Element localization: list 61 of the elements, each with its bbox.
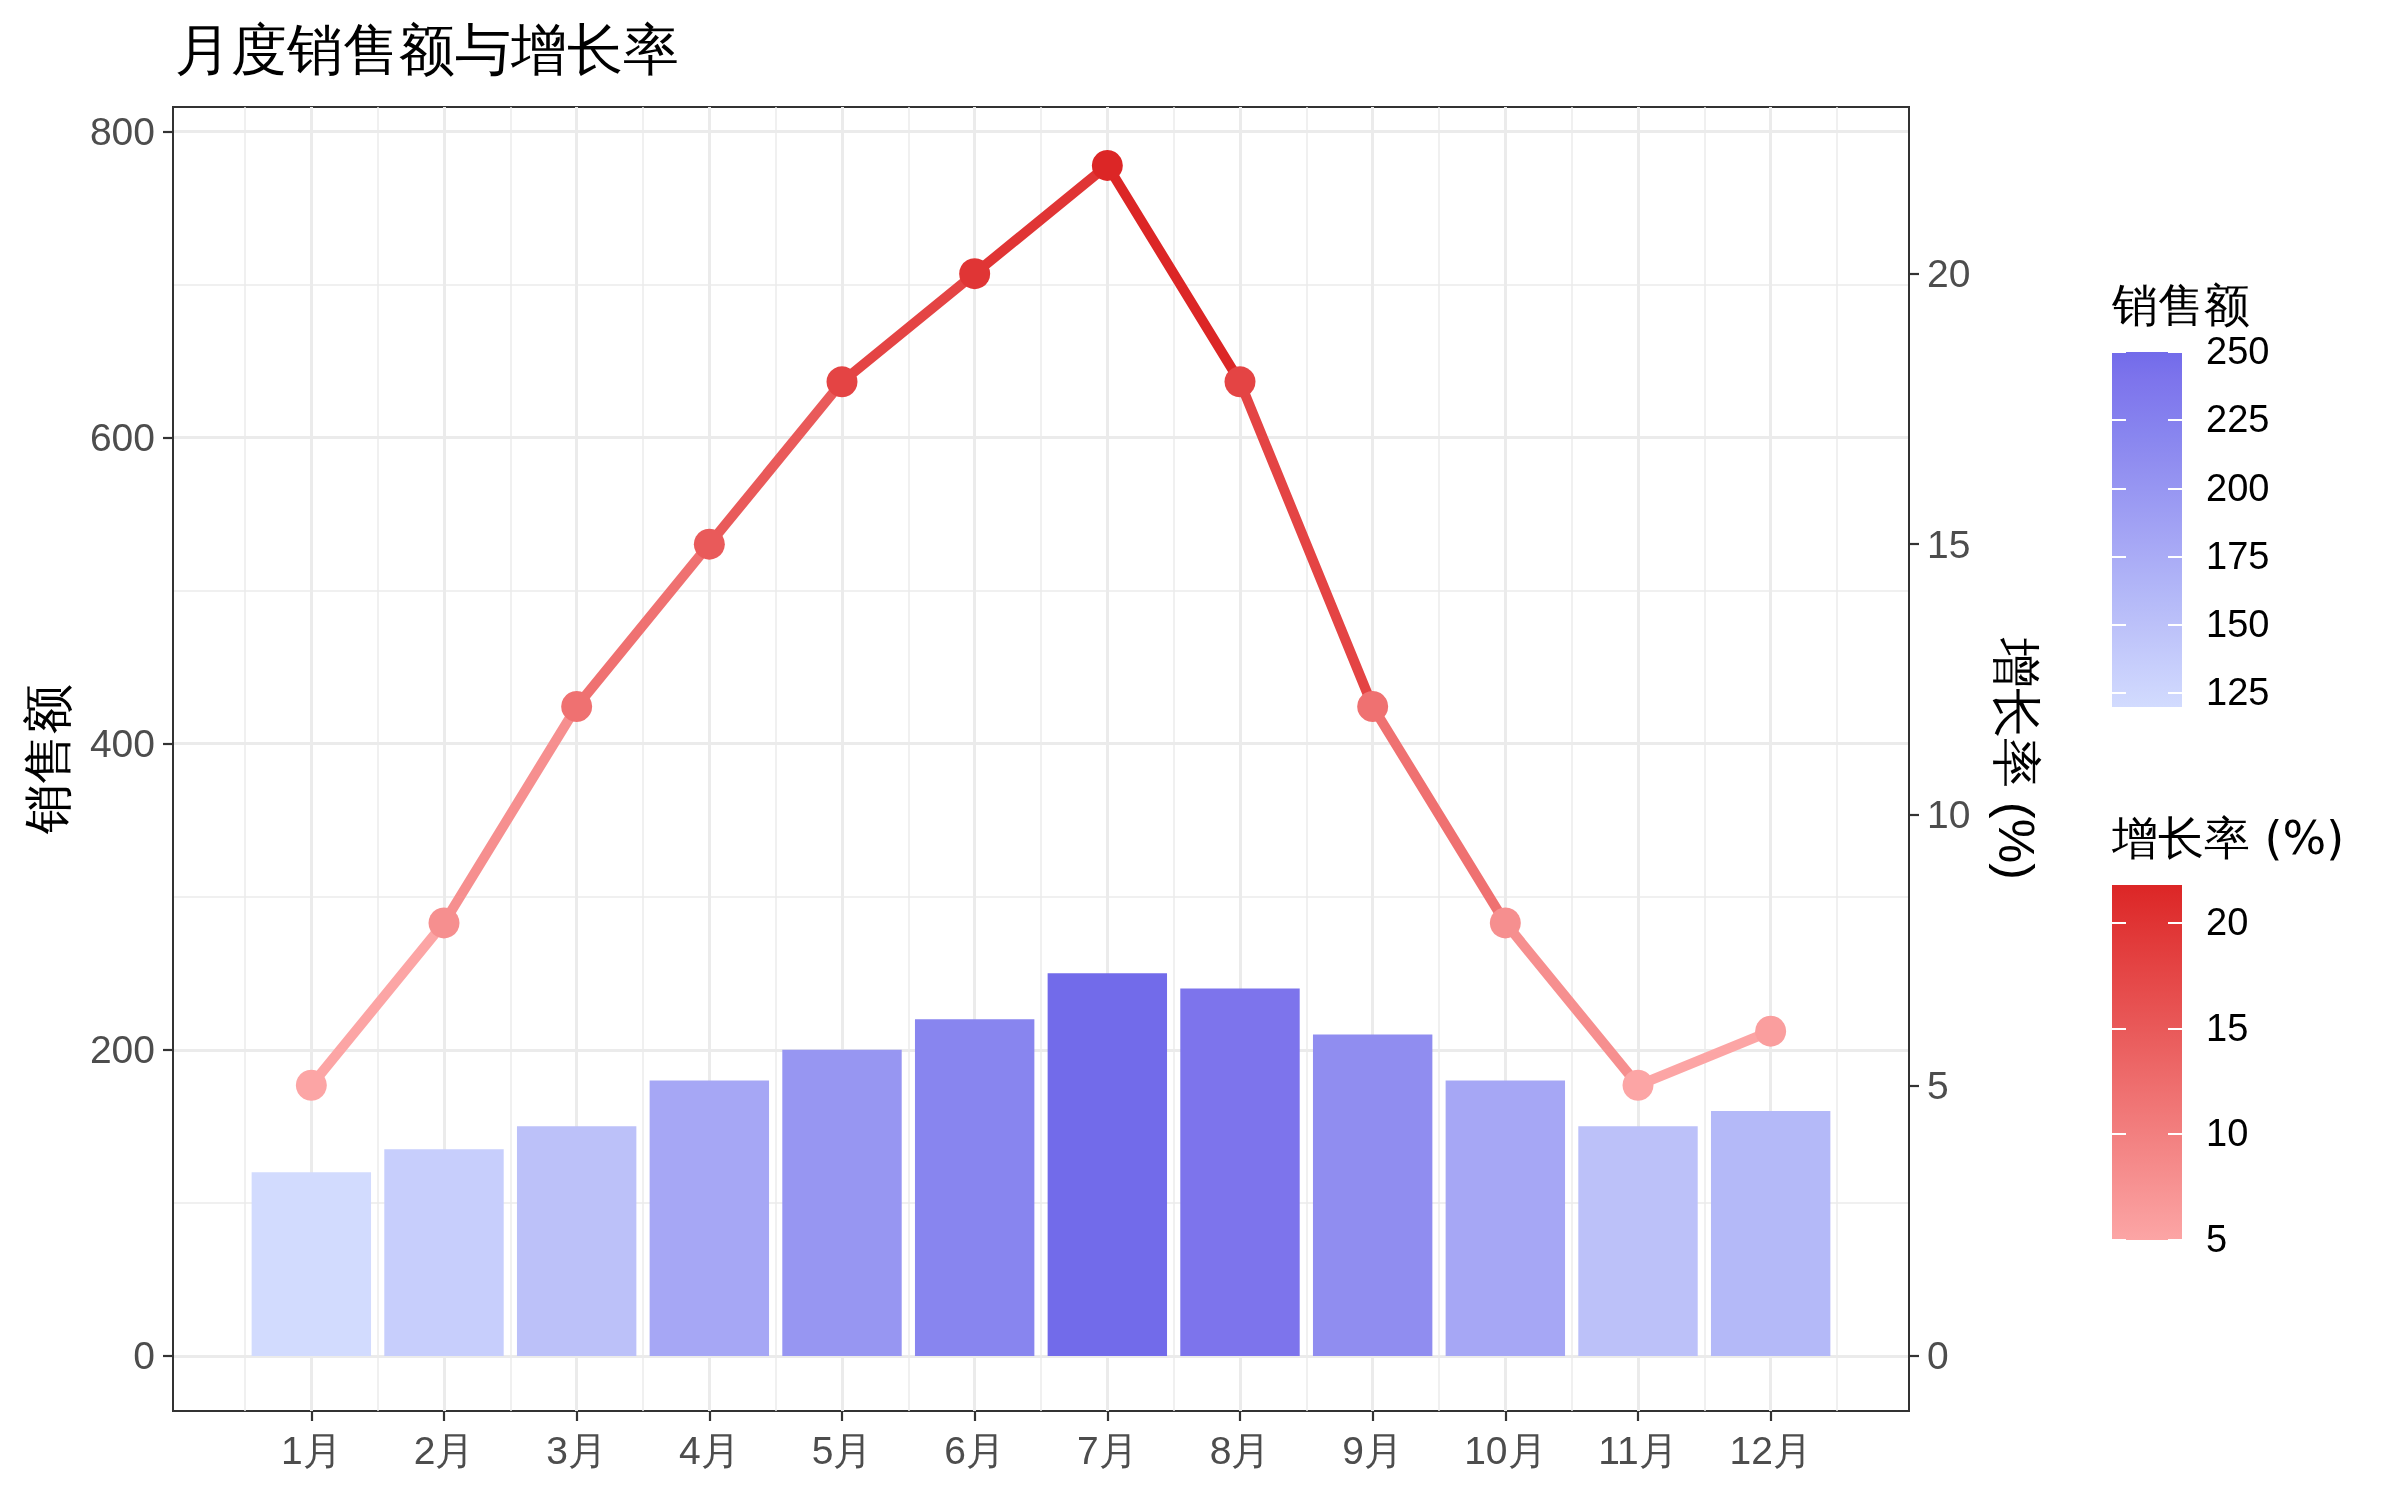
color-bar-label: 200 <box>2206 466 2270 510</box>
bar <box>251 1172 372 1356</box>
y2-tick-label: 0 <box>1927 1334 1949 1378</box>
point <box>295 1069 327 1101</box>
color-bar-label: 150 <box>2206 603 2270 646</box>
color-bar-label: 250 <box>2206 330 2270 373</box>
y-tick-label: 600 <box>89 416 155 460</box>
point <box>693 528 725 560</box>
y2-tick-label: 15 <box>1927 522 1971 566</box>
point <box>959 258 991 290</box>
y-tick-label: 0 <box>133 1334 155 1378</box>
point <box>1357 691 1389 723</box>
y-tick-label: 400 <box>89 722 155 766</box>
text: 5 <box>2206 1218 2228 1261</box>
y-tick-label: 200 <box>89 1028 155 1072</box>
y2-tick-label: 10 <box>1927 793 1971 837</box>
bar <box>1578 1126 1698 1356</box>
bar <box>649 1080 770 1356</box>
bar <box>1312 1034 1433 1356</box>
bar <box>1047 973 1168 1356</box>
chart-title: 月度销售额与增长率 <box>175 16 679 82</box>
x-tick-label: 7月 <box>1076 1429 1138 1472</box>
bar <box>384 1149 504 1356</box>
y2-tick-label: 5 <box>1927 1063 1949 1107</box>
x-tick-label: 11月 <box>1598 1429 1678 1472</box>
x-tick-label: 5月 <box>811 1429 873 1472</box>
x-tick-label: 3月 <box>546 1429 608 1472</box>
point <box>1091 149 1123 181</box>
bar <box>1710 1111 1831 1356</box>
y2-axis-title: 增长率 (%) <box>1988 637 2044 880</box>
point <box>1489 907 1521 939</box>
y-tick-label: 800 <box>89 109 155 153</box>
y-axis-title: 销售额 <box>20 684 76 835</box>
bar <box>1445 1080 1566 1356</box>
point <box>1622 1069 1654 1101</box>
color-bar-label: 175 <box>2206 534 2270 578</box>
text: 10 <box>2206 1112 2249 1156</box>
color-bar-label: 125 <box>2206 671 2270 715</box>
bar <box>1180 988 1300 1356</box>
color-bar-title: 销售额 <box>2112 278 2250 332</box>
x-tick-label: 2月 <box>413 1429 475 1472</box>
x-tick-label: 12月 <box>1729 1429 1812 1472</box>
color-bar-label: 225 <box>2206 398 2270 442</box>
point <box>1755 1015 1787 1047</box>
point <box>1224 366 1256 398</box>
x-tick-label: 6月 <box>944 1429 1006 1472</box>
bar <box>516 1126 637 1356</box>
point <box>561 691 593 723</box>
text: 15 <box>2206 1006 2249 1050</box>
x-tick-label: 9月 <box>1342 1429 1404 1472</box>
point <box>826 366 858 398</box>
x-tick-label: 1月 <box>280 1429 342 1472</box>
y2-tick-label: 20 <box>1927 252 1971 296</box>
legend-title: 增长率 (%) <box>2112 811 2345 865</box>
x-tick-label: 4月 <box>678 1429 740 1472</box>
text: 20 <box>2206 901 2249 945</box>
bar <box>782 1049 902 1356</box>
bar <box>914 1019 1035 1356</box>
point <box>428 907 460 939</box>
x-tick-label: 10月 <box>1464 1429 1547 1472</box>
x-tick-label: 8月 <box>1209 1429 1271 1472</box>
